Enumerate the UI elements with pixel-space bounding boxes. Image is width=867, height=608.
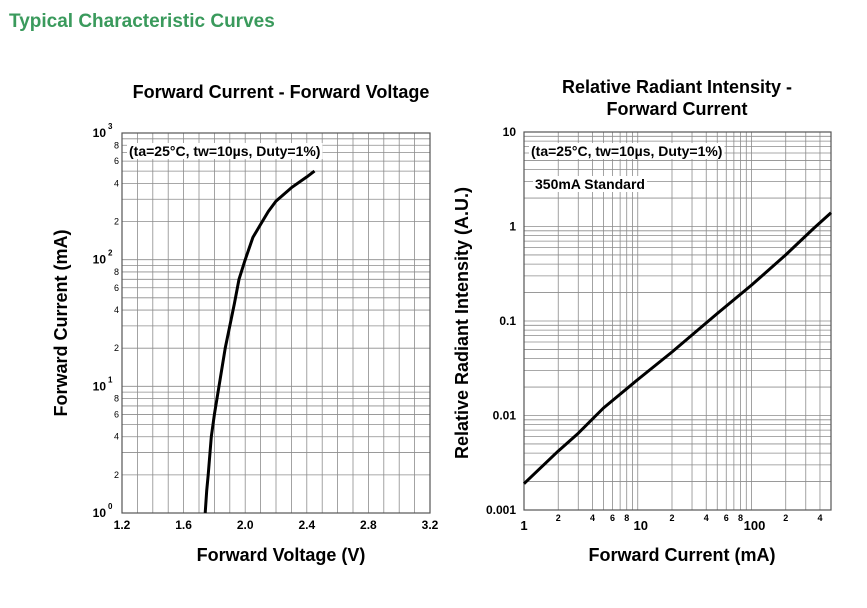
- left-y-minor-label: 2: [114, 343, 119, 353]
- left-y-tick-exp: 2: [108, 249, 113, 258]
- left-y-tick-exp: 1: [108, 375, 113, 384]
- left-y-minor-label: 2: [114, 217, 119, 227]
- left-y-minor-label: 8: [114, 140, 119, 150]
- left-y-minor-label: 4: [114, 178, 119, 188]
- right-x-minor-label: 4: [817, 513, 822, 523]
- left-y-tick-base: 10: [93, 379, 107, 393]
- section-title: Typical Characteristic Curves: [9, 11, 275, 32]
- right-chart-title-line: Relative Radiant Intensity -: [562, 77, 792, 97]
- left-x-tick-label: 1.6: [175, 518, 192, 532]
- right-series-line: [522, 211, 833, 485]
- right-x-minor-label: 4: [590, 513, 595, 523]
- left-y-minor-label: 6: [114, 156, 119, 166]
- left-condition-annotation: (ta=25°C, tw=10µs, Duty=1%): [129, 143, 320, 159]
- right-x-minor-label: 6: [610, 513, 615, 523]
- right-x-minor-label: 6: [724, 513, 729, 523]
- left-x-tick-label: 2.8: [360, 518, 377, 532]
- left-plot-frame: [121, 132, 431, 514]
- right-x-minor-label: 8: [624, 513, 629, 523]
- right-y-tick-label: 0.01: [493, 409, 517, 423]
- left-series-line: [203, 169, 316, 514]
- left-y-minor-label: 6: [114, 283, 119, 293]
- left-y-tick-exp: 3: [108, 122, 113, 131]
- right-chart-title-line: Forward Current: [606, 99, 747, 119]
- right-condition-annotation: (ta=25°C, tw=10µs, Duty=1%): [531, 143, 722, 159]
- right-x-tick-label: 1: [520, 518, 527, 533]
- right-standard-annotation: 350mA Standard: [535, 176, 645, 192]
- right-annotation2-bg: [533, 176, 647, 192]
- left-y-minor-label: 4: [114, 305, 119, 315]
- left-x-tick-label: 2.4: [298, 518, 315, 532]
- left-x-tick-label: 2.0: [237, 518, 254, 532]
- left-y-minor-label: 2: [114, 470, 119, 480]
- right-x-axis-label: Forward Current (mA): [588, 545, 775, 565]
- left-y-minor-label: 6: [114, 409, 119, 419]
- left-y-tick-base: 10: [93, 126, 107, 140]
- left-x-tick-label: 1.2: [114, 518, 131, 532]
- left-y-axis-label: Forward Current (mA): [51, 229, 71, 416]
- right-y-axis-label: Relative Radiant Intensity (A.U.): [452, 187, 472, 459]
- left-y-minor-label: 4: [114, 432, 119, 442]
- left-y-tick-base: 10: [93, 506, 107, 520]
- left-y-tick-base: 10: [93, 253, 107, 267]
- right-y-tick-label: 0.001: [486, 503, 516, 517]
- right-annotation-bg: [529, 143, 725, 159]
- left-x-axis-label: Forward Voltage (V): [197, 545, 366, 565]
- right-x-minor-label: 4: [704, 513, 709, 523]
- right-x-tick-label: 10: [634, 518, 648, 533]
- right-y-tick-label: 1: [509, 220, 516, 234]
- left-annotation-bg: [127, 143, 323, 159]
- left-x-tick-label: 3.2: [422, 518, 439, 532]
- right-x-minor-label: 8: [738, 513, 743, 523]
- right-plot-frame: [523, 131, 832, 511]
- right-x-minor-label: 2: [556, 513, 561, 523]
- right-x-tick-label: 100: [744, 518, 766, 533]
- right-x-minor-label: 2: [783, 513, 788, 523]
- left-y-minor-label: 8: [114, 267, 119, 277]
- right-y-tick-label: 0.1: [499, 314, 516, 328]
- left-chart-title: Forward Current - Forward Voltage: [133, 82, 430, 102]
- left-y-minor-label: 8: [114, 394, 119, 404]
- right-y-tick-label: 10: [503, 125, 517, 139]
- left-y-tick-exp: 0: [108, 502, 113, 511]
- right-x-minor-label: 2: [669, 513, 674, 523]
